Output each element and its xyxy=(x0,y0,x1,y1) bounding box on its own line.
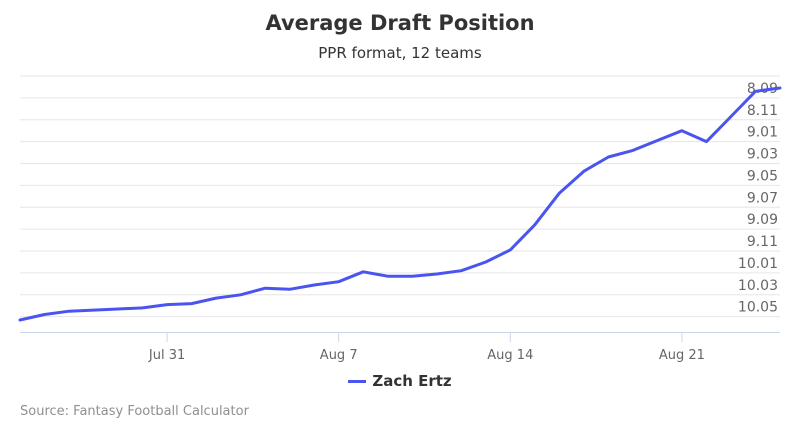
chart-title: Average Draft Position xyxy=(265,11,535,35)
x-tick-label: Aug 14 xyxy=(487,348,533,363)
legend-item-zach-ertz[interactable]: Zach Ertz xyxy=(0,372,800,390)
y-tick-label: 9.11 xyxy=(747,234,778,250)
series-line-zach-ertz xyxy=(18,86,782,322)
y-tick-label: 9.07 xyxy=(747,190,778,206)
x-tick-label: Jul 31 xyxy=(148,348,185,363)
y-tick-label: 9.05 xyxy=(747,168,778,184)
chart-subtitle: PPR format, 12 teams xyxy=(318,44,482,62)
y-tick-label: 9.03 xyxy=(747,147,778,163)
y-tick-label: 9.01 xyxy=(747,125,778,141)
y-tick-label: 10.05 xyxy=(738,300,778,316)
y-tick-label: 8.11 xyxy=(747,103,778,119)
y-tick-label: 10.01 xyxy=(738,256,778,272)
y-tick-label: 9.09 xyxy=(747,212,778,228)
x-tick-label: Aug 21 xyxy=(659,348,705,363)
y-tick-label: 10.03 xyxy=(738,278,778,294)
legend-label: Zach Ertz xyxy=(372,372,452,390)
legend-swatch xyxy=(348,380,367,383)
x-tick-label: Aug 7 xyxy=(320,348,358,363)
source-credit[interactable]: Source: Fantasy Football Calculator xyxy=(20,404,249,419)
